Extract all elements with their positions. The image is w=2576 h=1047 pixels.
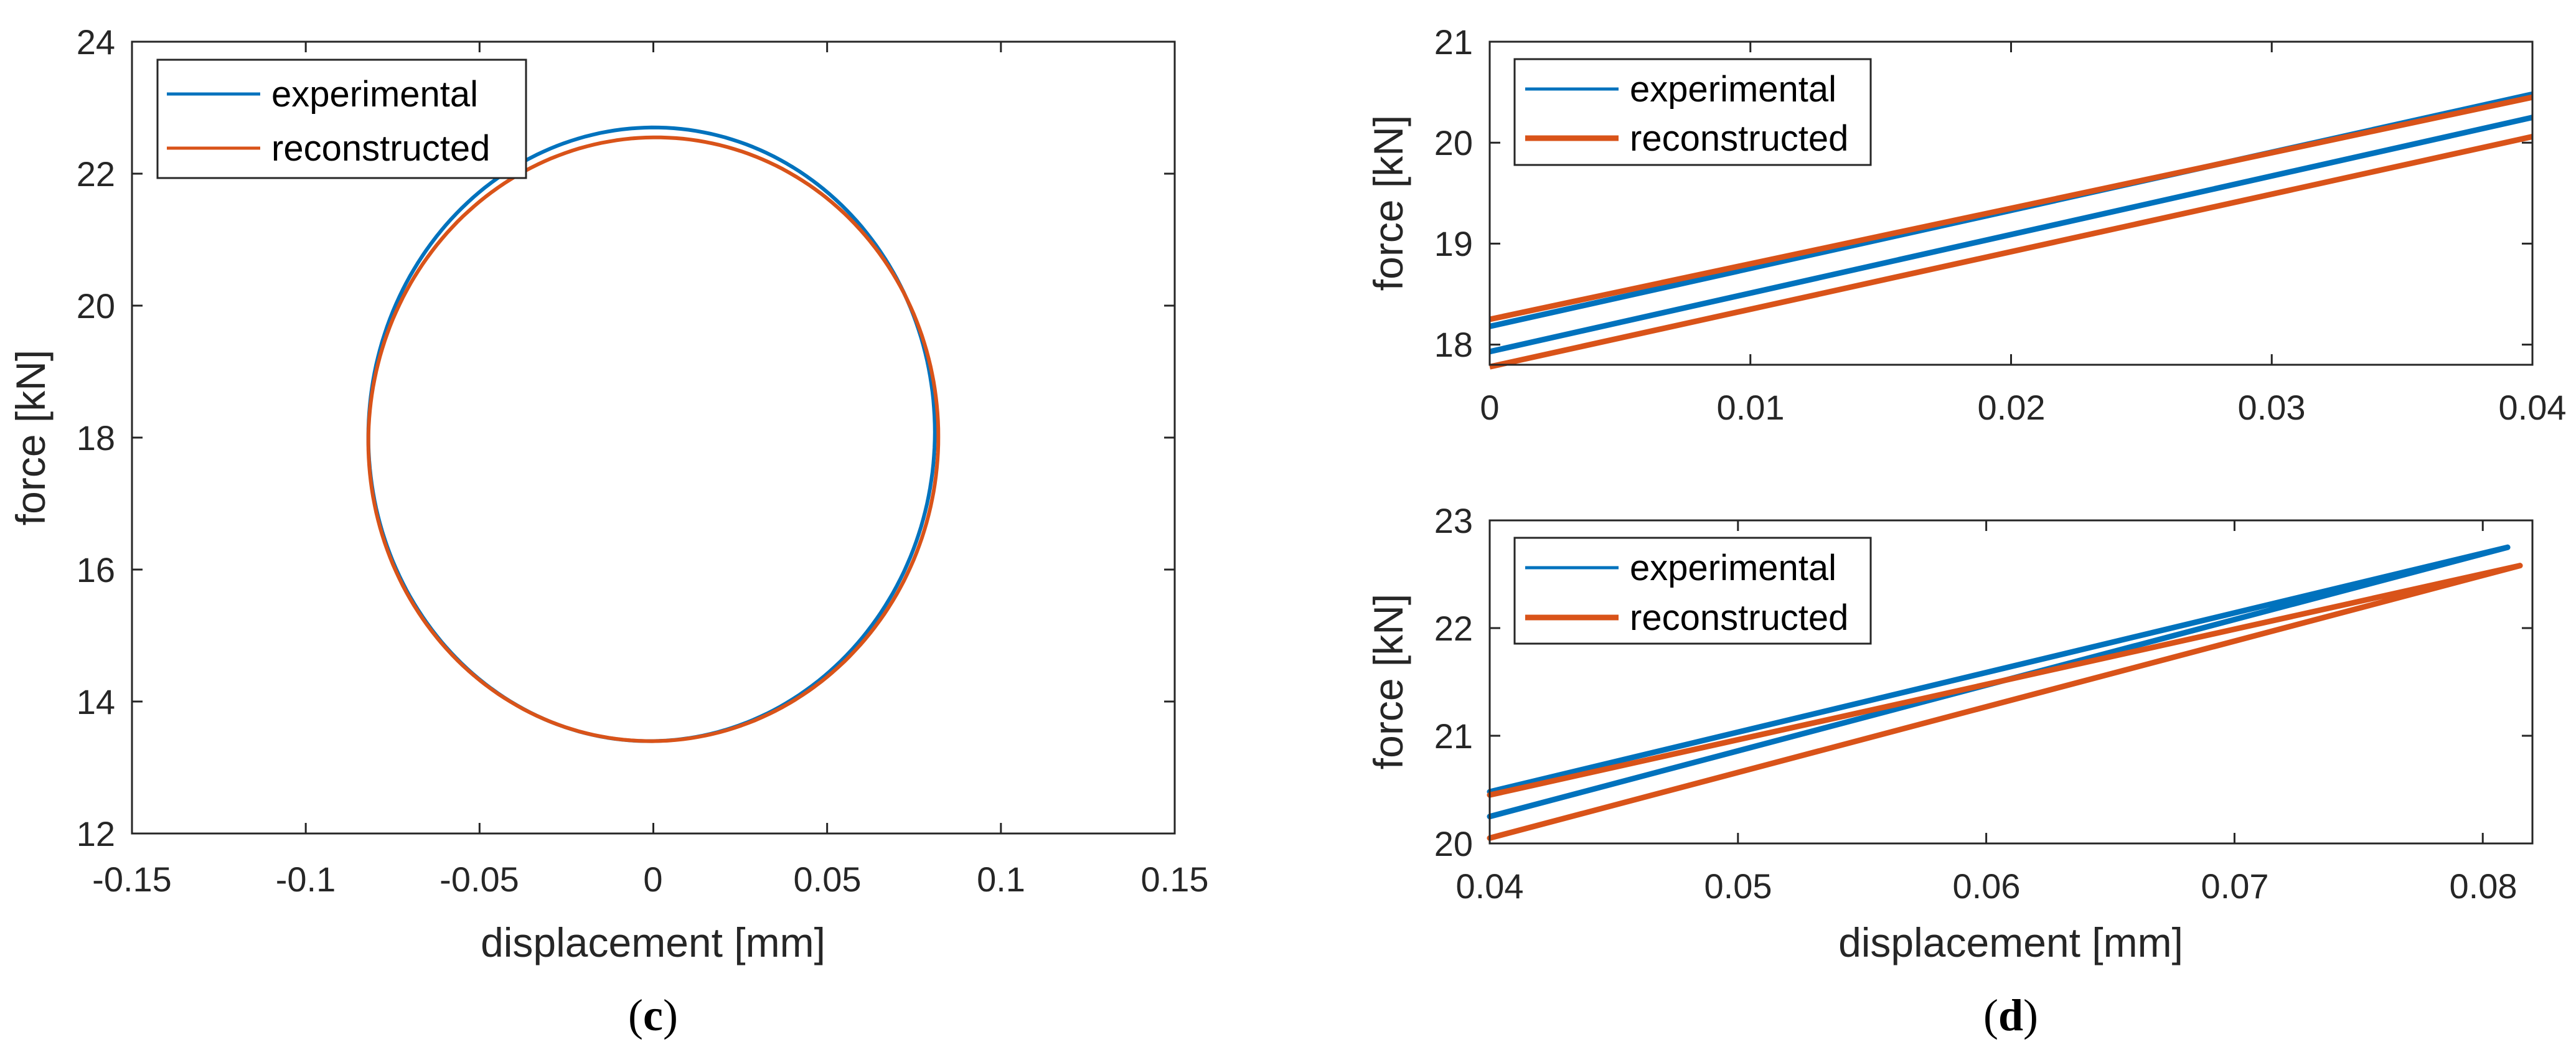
panel-c-ytick-label: 22 <box>77 154 115 194</box>
panel-d-bottom-ytick-label: 22 <box>1434 609 1473 648</box>
panel-d-bottom-ytick-label: 21 <box>1434 716 1473 756</box>
panel-c-ytick-label: 14 <box>77 682 115 721</box>
panel-d-bottom-xtick-label: 0.07 <box>2201 866 2269 906</box>
panel-d-bottom-legend-box <box>1513 537 1872 645</box>
panel-c-ytick-labels: 12 14 16 18 20 22 24 <box>77 22 115 853</box>
panel-d-bottom-series-reconstructed <box>1487 563 2523 841</box>
panel-c-series-reconstructed <box>366 135 941 743</box>
panel-d-bottom-xtick-label: 0.08 <box>2450 866 2517 906</box>
panel-c-ticks <box>131 40 1176 835</box>
panel-d-top-ytick-labels: 18 19 20 21 <box>1434 22 1473 364</box>
panel-d-bottom-ticks <box>1488 519 2532 845</box>
panel-d-top-ytick-label: 18 <box>1434 325 1473 364</box>
panel-d-bottom-ytick-label: 23 <box>1434 501 1473 540</box>
panel-d-top-legend-label-reconstructed: reconstructed <box>1630 118 1848 159</box>
panel-c-xtick-label: -0.15 <box>92 860 172 899</box>
panel-d-bottom-xtick-label: 0.05 <box>1704 866 1772 906</box>
panel-c-ytick-label: 12 <box>77 814 115 853</box>
panel-d-bottom-xtick-label: 0.06 <box>1953 866 2021 906</box>
panel-d-caption-open: ( <box>1983 990 1998 1040</box>
panel-d-top-series-reconstructed-upper <box>1489 94 2533 322</box>
panel-d-top-series-experimental-lower <box>1489 115 2533 355</box>
panel-c-xtick-label: -0.05 <box>440 860 519 899</box>
panel-d-bottom-series-layer <box>1487 544 2523 841</box>
panel-d-caption-letter: d <box>1998 990 2023 1040</box>
panel-d-bottom-xtick-label: 0.04 <box>1456 866 1524 906</box>
panel-d-top-xtick-label: 0.03 <box>2238 388 2306 427</box>
panel-d-top-ylabel: force [kN] <box>1365 115 1411 291</box>
panel-c-xtick-label: 0.15 <box>1141 860 1209 899</box>
panel-d-top-series-reconstructed-lower <box>1489 134 2533 370</box>
panel-d-top-xtick-labels: 0 0.01 0.02 0.03 0.04 <box>1480 388 2566 427</box>
panel-d-bottom-legend-label-experimental: experimental <box>1630 548 1836 588</box>
panel-c: -0.15 -0.1 -0.05 0 0.05 0.1 0.15 12 14 1… <box>7 22 1209 1040</box>
panel-d-bottom-ytick-label: 20 <box>1434 824 1473 863</box>
panel-c-ytick-label: 18 <box>77 418 115 458</box>
panel-c-series-layer <box>366 125 941 743</box>
panel-d-bottom-xlabel: displacement [mm] <box>1838 919 2183 965</box>
panel-d-top-xtick-label: 0 <box>1480 388 1499 427</box>
panel-d-bottom: 0.04 0.05 0.06 0.07 0.08 20 21 22 23 dis… <box>1365 501 2534 1040</box>
panel-d-top-ytick-label: 21 <box>1434 22 1473 62</box>
panel-c-xtick-label: 0 <box>643 860 662 899</box>
panel-d-bottom-xtick-labels: 0.04 0.05 0.06 0.07 0.08 <box>1456 866 2517 906</box>
panel-c-ytick-label: 24 <box>77 22 115 62</box>
panel-c-legend: experimental reconstructed <box>156 59 527 179</box>
panel-c-caption-close: ) <box>663 990 678 1040</box>
panel-d-top-legend: experimental reconstructed <box>1513 58 1872 166</box>
panel-d-top-ytick-label: 20 <box>1434 123 1473 162</box>
panel-d-caption: (d) <box>1983 990 2038 1040</box>
panel-c-caption: (c) <box>628 990 678 1040</box>
panel-c-xtick-label: -0.1 <box>276 860 336 899</box>
panel-d-top-series-layer <box>1489 91 2533 370</box>
panel-d-top-legend-box <box>1513 58 1872 166</box>
panel-d-top-legend-label-experimental: experimental <box>1630 69 1836 110</box>
panel-d-bottom-ylabel: force [kN] <box>1365 594 1411 769</box>
panel-d-caption-close: ) <box>2023 990 2038 1040</box>
panel-c-caption-open: ( <box>628 990 643 1040</box>
panel-d-top-xtick-label: 0.04 <box>2499 388 2567 427</box>
panel-d-bottom-axes-frame <box>1488 519 2534 845</box>
panel-c-caption-letter: c <box>643 990 663 1040</box>
panel-d-top: 0 0.01 0.02 0.03 0.04 18 19 20 21 force … <box>1365 22 2567 427</box>
panel-d-bottom-legend: experimental reconstructed <box>1513 537 1872 645</box>
panel-d-bottom-ytick-labels: 20 21 22 23 <box>1434 501 1473 863</box>
panel-d-top-ytick-label: 19 <box>1434 224 1473 263</box>
panel-c-ylabel: force [kN] <box>7 350 54 525</box>
panel-c-legend-box <box>156 59 527 179</box>
panel-c-ytick-label: 20 <box>77 286 115 326</box>
panel-c-legend-label-experimental: experimental <box>271 74 478 115</box>
panel-d-top-ticks <box>1488 40 2534 365</box>
panel-c-xtick-label: 0.1 <box>977 860 1025 899</box>
panel-c-ytick-label: 16 <box>77 550 115 589</box>
panel-c-xlabel: displacement [mm] <box>481 919 825 965</box>
panel-c-legend-label-reconstructed: reconstructed <box>271 128 490 169</box>
panel-d-top-xtick-label: 0.02 <box>1978 388 2046 427</box>
panel-d-top-xtick-label: 0.01 <box>1717 388 1785 427</box>
panel-d-bottom-legend-label-reconstructed: reconstructed <box>1630 598 1848 638</box>
panel-c-xtick-labels: -0.15 -0.1 -0.05 0 0.05 0.1 0.15 <box>92 860 1208 899</box>
panel-c-xtick-label: 0.05 <box>794 860 862 899</box>
